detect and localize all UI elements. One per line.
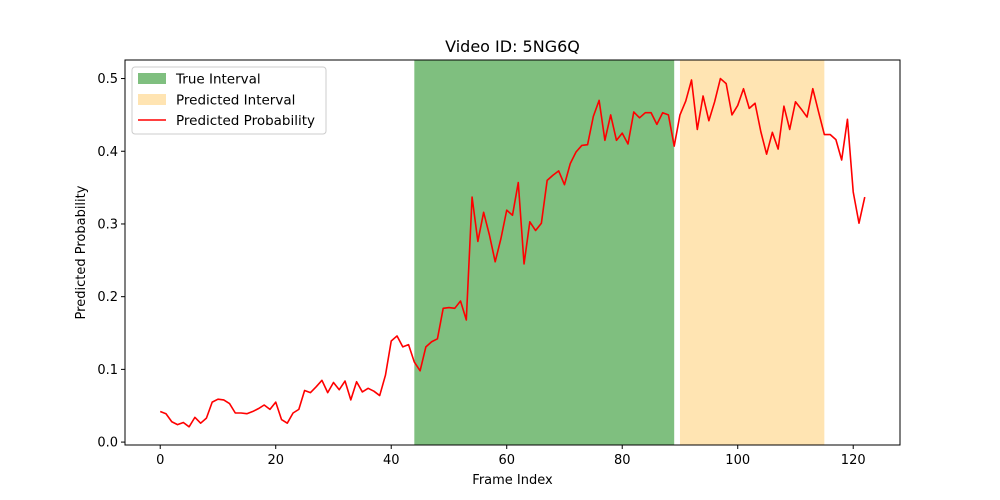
x-tick-label: 40 [383, 453, 400, 468]
y-tick-label: 0.5 [97, 72, 118, 87]
x-tick-label: 20 [267, 453, 284, 468]
y-tick-label: 0.3 [97, 217, 118, 232]
x-axis-label: Frame Index [472, 473, 553, 488]
legend-swatch-true-interval [138, 73, 166, 84]
interval-band-predicted-interval [679, 60, 825, 445]
x-tick-label: 80 [614, 453, 631, 468]
y-tick-label: 0.0 [97, 436, 118, 451]
x-tick-label: 100 [725, 453, 750, 468]
legend-box [131, 66, 327, 135]
legend-label-true-interval: True Interval [175, 72, 261, 88]
y-tick-label: 0.2 [97, 290, 118, 305]
legend: True Interval Predicted Interval Predict… [131, 66, 327, 135]
series-lines [159, 77, 866, 428]
y-tick-label: 0.4 [97, 145, 118, 160]
y-axis-ticks: 0.0 0.1 0.2 0.3 0.4 0.5 [97, 72, 125, 451]
legend-swatch-predicted-interval [138, 94, 166, 105]
legend-label-predicted-probability: Predicted Probability [176, 113, 315, 129]
interval-band-true-interval [414, 60, 675, 445]
plot-frame [124, 59, 901, 446]
series-line-predicted-probability [159, 77, 866, 428]
y-tick-label: 0.1 [97, 363, 118, 378]
x-tick-label: 60 [498, 453, 515, 468]
x-axis-ticks: 0 20 40 60 80 100 120 [156, 445, 866, 468]
x-tick-label: 120 [841, 453, 866, 468]
interval-bands [414, 60, 825, 445]
chart-title: Video ID: 5NG6Q [445, 37, 580, 56]
legend-label-predicted-interval: Predicted Interval [176, 93, 295, 109]
y-axis-label: Predicted Probability [74, 185, 89, 319]
x-tick-label: 0 [156, 453, 164, 468]
